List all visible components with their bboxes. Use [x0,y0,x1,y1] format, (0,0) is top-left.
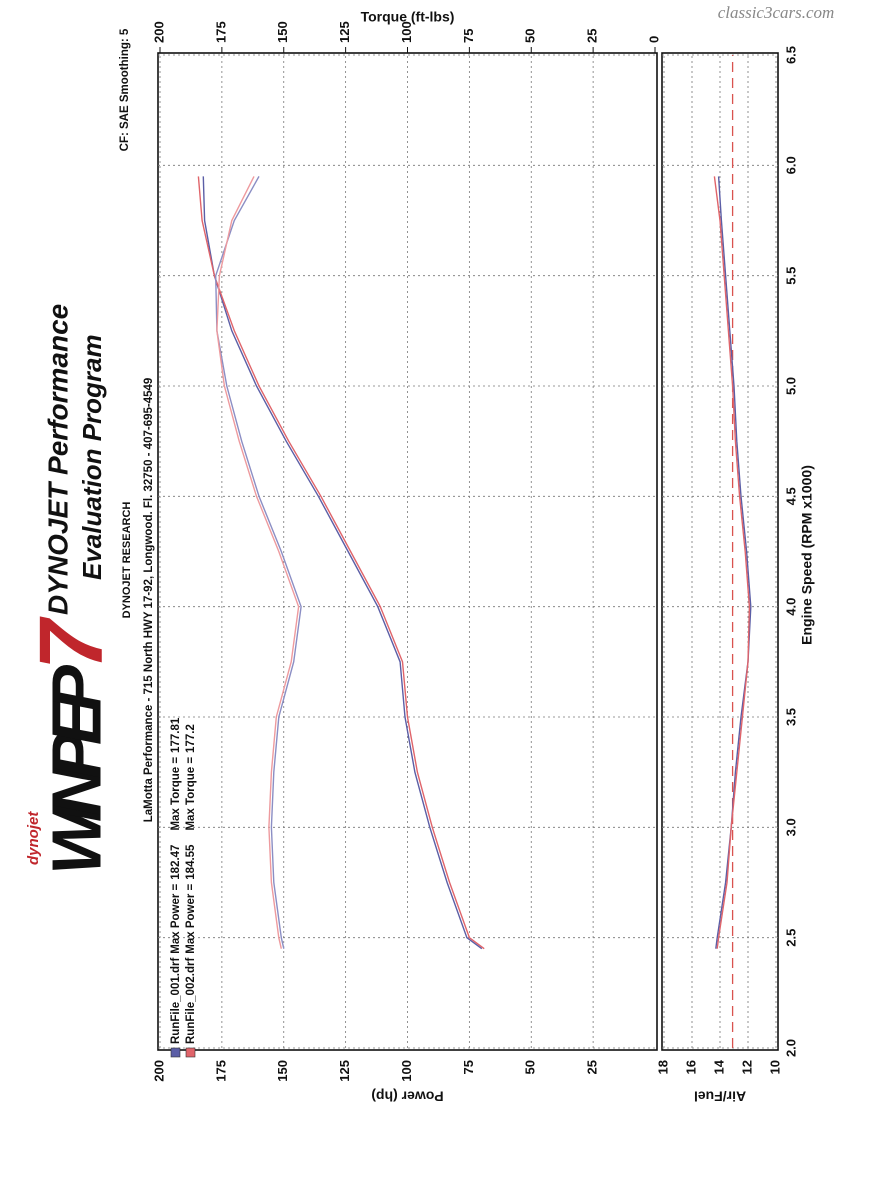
y2-tick-label: 150 [275,21,290,43]
legend-name: RunFile_002.drf [185,958,197,1044]
y-tick-label: 50 [523,1060,538,1074]
y-tick-label: 175 [213,1060,228,1082]
x-tick-label: 5.5 [783,267,798,285]
plot-frame [661,52,779,1051]
legend-swatch [170,1047,181,1058]
legend-power-label: Max Power = [185,883,197,953]
legend-power-label: Max Power = [170,883,182,953]
y-tick-label: 25 [585,1060,600,1074]
y2-tick-label: 0 [646,36,661,43]
y-tick-label: 100 [399,1060,414,1082]
y2-tick-label: 200 [151,21,166,43]
legend-power: 182.47 [170,845,182,880]
x-tick-label: 5.0 [783,377,798,395]
y2-tick-label: 50 [523,29,538,43]
logo-number: 7 [22,616,122,670]
legend-entry: RunFile_001.drf Max Power = 182.47 Max Torq… [170,717,182,1044]
y2-tick-label: 75 [461,29,476,43]
y-tick-label: 125 [337,1060,352,1082]
x-tick-label: 3.0 [783,818,798,836]
x-tick-label: 2.5 [783,929,798,947]
y2-tick-label: 175 [213,21,228,43]
settings: CF: SAE Smoothing: 5 [119,28,131,151]
legend-swatch [185,1047,196,1058]
y-tick-label: 18 [655,1060,670,1074]
legend-entry: RunFile_002.drf Max Power = 184.55 Max Torq… [185,724,197,1044]
y-tick-label: 75 [461,1060,476,1074]
legend-torque-label: Max Torque = [170,757,182,831]
y-axis-label: Air/Fuel [694,1088,746,1104]
series-line [214,176,302,949]
legend-torque: 177.2 [185,724,197,753]
series-line [197,176,485,950]
address: LaMotta Performance - 715 North HWY 17-9… [143,378,155,823]
y-tick-label: 16 [683,1060,698,1074]
legend-name: RunFile_001.drf [170,958,182,1044]
title: DYNOJET Performance [42,304,73,615]
logo: WINPEP [37,665,115,875]
x-tick-label: 4.0 [783,598,798,616]
series-line [202,176,483,950]
x-axis-label: Engine Speed (RPM x1000) [799,465,815,645]
x-tick-label: 6.0 [783,156,798,174]
brand: dynojet [25,811,42,865]
x-tick-label: 2.0 [783,1039,798,1057]
y-tick-label: 150 [275,1060,290,1082]
legend-power: 184.55 [185,844,197,880]
y2-tick-label: 25 [585,29,600,43]
legend-torque-label: Max Torque = [185,757,197,831]
y-tick-label: 12 [739,1060,754,1074]
sheet: dynojet WINPEP 7 DYNOJET Performance Eva… [22,9,815,1105]
series-line [216,176,300,949]
subtitle: Evaluation Program [77,334,107,580]
legend-torque: 177.81 [170,717,182,753]
y-axis-label: Power (hp) [371,1088,443,1104]
watermark: classic3cars.com [718,3,835,22]
x-tick-label: 6.5 [783,46,798,64]
company: DYNOJET RESEARCH [121,502,133,619]
x-tick-label: 4.5 [783,487,798,505]
y2-tick-label: 125 [337,21,352,43]
y-tick-label: 10 [767,1060,782,1074]
y2-tick-label: 100 [399,21,414,43]
y-tick-label: 200 [151,1060,166,1082]
x-tick-label: 3.5 [783,708,798,726]
y2-axis-label: Torque (ft-lbs) [361,9,455,25]
series-line [713,176,751,949]
y-tick-label: 14 [711,1059,726,1074]
